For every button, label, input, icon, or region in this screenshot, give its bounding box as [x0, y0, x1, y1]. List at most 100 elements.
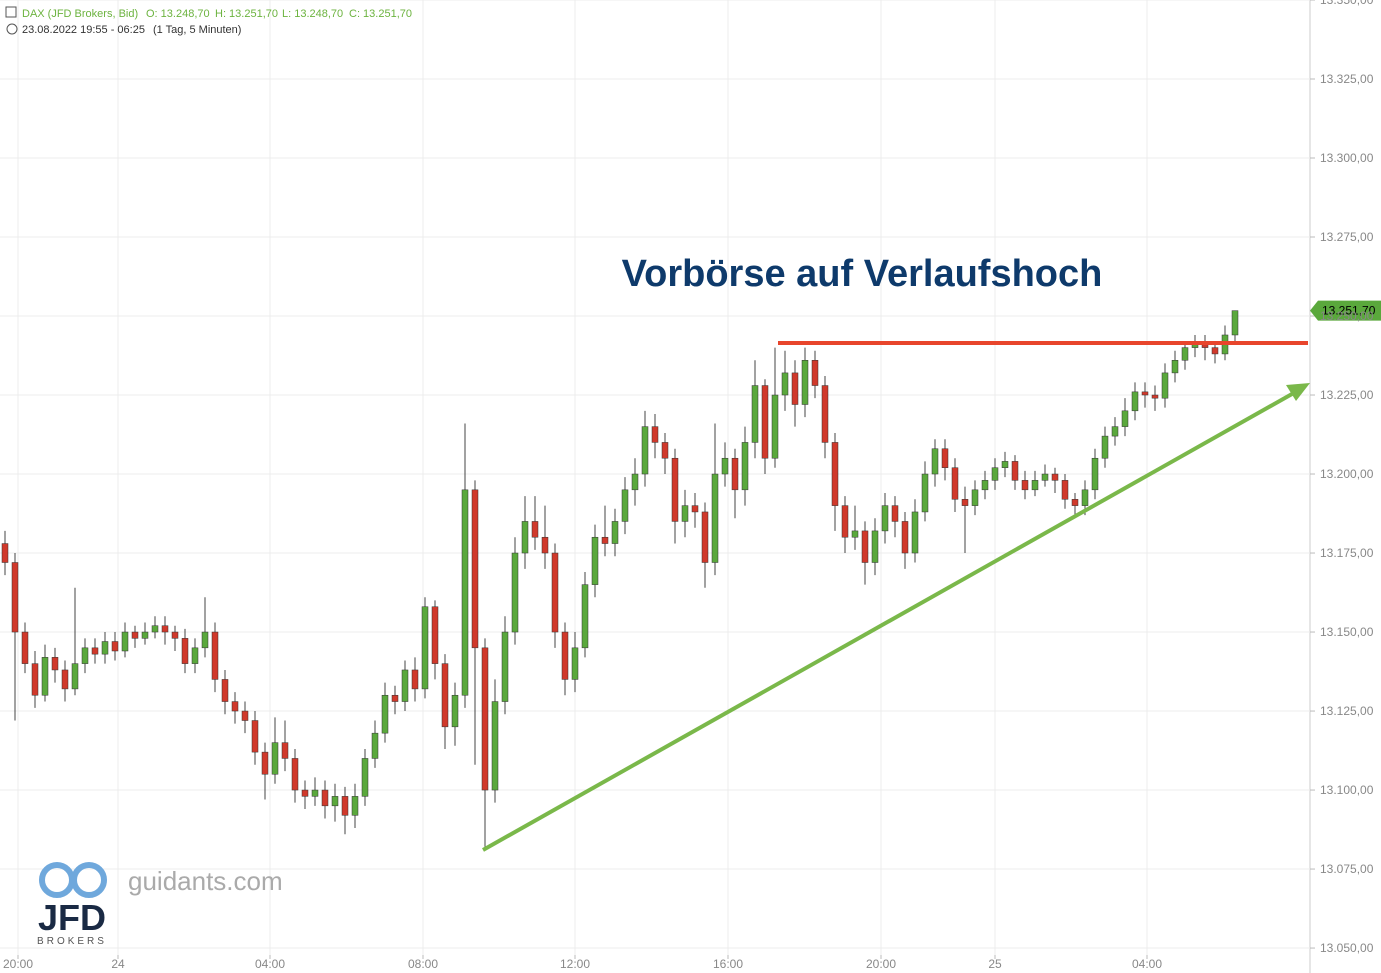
candle-body	[221, 679, 229, 702]
x-tick-label: 04:00	[1132, 957, 1162, 971]
candle-body	[141, 631, 149, 639]
candle-body	[621, 489, 629, 522]
candle-body	[791, 372, 799, 405]
candles	[1, 310, 1239, 847]
candle-body	[801, 360, 809, 405]
candle-body	[611, 521, 619, 544]
candle-body	[941, 448, 949, 468]
candle-body	[931, 448, 939, 475]
candle-body	[351, 796, 359, 816]
price-tag-shape	[1310, 300, 1381, 321]
candle-body	[1211, 347, 1219, 355]
chart-icon	[5, 6, 17, 18]
candle-body	[491, 701, 499, 791]
y-tick-label: 13.350,00	[1320, 0, 1374, 7]
candle-body	[191, 647, 199, 664]
ohlc-close: C: 13.251,70	[349, 8, 412, 20]
candle-body	[1141, 391, 1149, 396]
x-tick-label: 04:00	[255, 957, 285, 971]
candle-body	[531, 521, 539, 538]
y-tick-label: 13.275,00	[1320, 230, 1374, 244]
candle-body	[581, 584, 589, 649]
watermark: guidants.com	[128, 866, 283, 896]
candle-body	[711, 473, 719, 563]
ohlc-high: H: 13.251,70	[215, 8, 278, 20]
candle-body	[121, 631, 129, 652]
x-tick-label: 12:00	[560, 957, 590, 971]
candle-body	[851, 530, 859, 538]
ohlc-open: O: 13.248,70	[146, 8, 210, 20]
candle-body	[401, 669, 409, 702]
candle-body	[61, 669, 69, 690]
candle-body	[1101, 435, 1109, 459]
candle-body	[1131, 391, 1139, 412]
candle-body	[31, 663, 39, 696]
candle-body	[41, 657, 49, 696]
candle-body	[1021, 480, 1029, 491]
candle-body	[571, 647, 579, 680]
y-tick-label: 13.175,00	[1320, 546, 1374, 560]
candle-body	[301, 789, 309, 797]
candle-body	[651, 426, 659, 443]
y-tick-label: 13.075,00	[1320, 862, 1374, 876]
candle-body	[441, 663, 449, 728]
candle-body	[331, 796, 339, 807]
candle-body	[681, 505, 689, 522]
chart-title: DAX (JFD Brokers, Bid)	[22, 8, 138, 20]
candle-body	[391, 694, 399, 702]
candle-body	[201, 631, 209, 649]
candle-body	[171, 631, 179, 639]
candle-body	[51, 657, 59, 671]
x-tick-label: 24	[111, 957, 125, 971]
candle-body	[461, 489, 469, 696]
candle-body	[811, 360, 819, 386]
x-tick-label: 25	[988, 957, 1002, 971]
y-tick-label: 13.300,00	[1320, 151, 1374, 165]
candle-body	[921, 473, 929, 513]
candle-body	[411, 669, 419, 690]
candle-body	[1121, 410, 1129, 427]
candle-body	[1041, 473, 1049, 481]
candle-body	[601, 536, 609, 544]
candle-body	[881, 505, 889, 532]
y-tick-label: 13.250,00	[1320, 309, 1374, 323]
x-tick-label: 20:00	[866, 957, 896, 971]
candle-body	[181, 638, 189, 664]
candle-body	[291, 758, 299, 791]
candle-body	[21, 631, 29, 664]
candle-body	[341, 796, 349, 816]
candle-body	[211, 631, 219, 680]
candle-body	[231, 701, 239, 712]
candle-body	[761, 385, 769, 459]
candle-body	[111, 641, 119, 652]
candle-body	[951, 467, 959, 500]
candle-body	[701, 511, 709, 563]
candle-body	[771, 394, 779, 459]
price-tag: 13.251,70	[1310, 300, 1381, 321]
candle-body	[1011, 461, 1019, 481]
y-tick-label: 13.100,00	[1320, 783, 1374, 797]
y-tick-label: 13.325,00	[1320, 72, 1374, 86]
candle-body	[1, 543, 9, 563]
candle-body	[661, 442, 669, 459]
subtitle: 23.08.2022 19:55 - 06:25	[22, 24, 145, 36]
candle-body	[1181, 347, 1189, 361]
candle-body	[671, 457, 679, 522]
candle-body	[281, 742, 289, 759]
candle-body	[1171, 360, 1179, 374]
candle-body	[971, 489, 979, 506]
x-tick-label: 20:00	[3, 957, 33, 971]
candle-body	[261, 751, 269, 775]
candle-body	[361, 758, 369, 797]
y-tick-label: 13.225,00	[1320, 388, 1374, 402]
candle-body	[131, 631, 139, 639]
y-tick-label: 13.150,00	[1320, 625, 1374, 639]
candle-body	[91, 647, 99, 655]
candle-body	[831, 442, 839, 506]
candle-body	[501, 631, 509, 702]
y-tick-label: 13.050,00	[1320, 941, 1374, 955]
candle-body	[1151, 394, 1159, 399]
candle-body	[981, 480, 989, 491]
candle-body	[641, 426, 649, 475]
